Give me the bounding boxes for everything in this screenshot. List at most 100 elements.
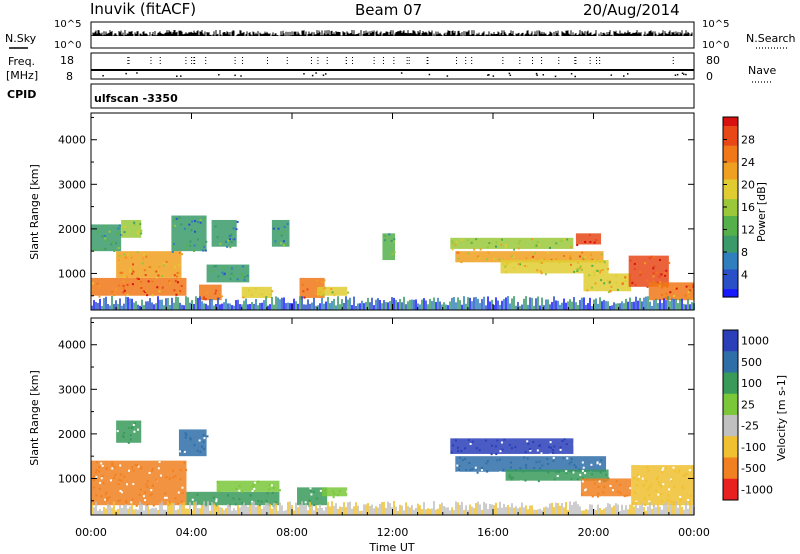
colorbar-segment xyxy=(723,119,738,124)
colorbar-segment xyxy=(723,274,738,278)
data-region xyxy=(500,260,610,276)
freq-dot xyxy=(676,73,679,76)
colorbar-segment xyxy=(723,209,738,214)
colorbar-tick-label: 20 xyxy=(741,179,755,192)
data-region xyxy=(91,460,188,507)
colorbar-segment xyxy=(723,207,738,211)
colorbar-segment xyxy=(723,223,738,228)
colorbar-segment xyxy=(723,153,738,157)
colorbar-tick-label: -500 xyxy=(741,462,766,475)
colorbar-segment xyxy=(723,195,738,200)
velocity-colorbar: 1000 500 100 25 -25 -100 -500 -1000 xyxy=(722,329,773,501)
noise-tick-top-right: 10^5 xyxy=(702,19,729,30)
data-region xyxy=(580,478,632,498)
colorbar-segment xyxy=(723,351,738,373)
colorbar-tick-label: 12 xyxy=(741,224,755,237)
freq-dot xyxy=(683,73,685,76)
colorbar-segment xyxy=(723,181,738,186)
colorbar-segment xyxy=(723,263,738,267)
colorbar-segment xyxy=(723,125,738,129)
freq-dot xyxy=(102,74,104,77)
data-region xyxy=(631,465,694,507)
time-tick-label: 08:00 xyxy=(276,526,308,539)
colorbar-segment xyxy=(723,178,738,183)
power-colorbar-label: Power [dB] xyxy=(755,182,768,242)
freq-dot xyxy=(303,73,305,75)
data-region xyxy=(271,219,290,247)
freq-dot xyxy=(492,75,495,77)
colorbar-segment xyxy=(723,218,738,222)
ytick-label: 2000 xyxy=(58,428,86,441)
colorbar-segment xyxy=(723,260,738,264)
power-panel: 1000 2000 3000 4000 Slant Range [km] 4 8 12 16… xyxy=(28,112,768,311)
ytick-label: 3000 xyxy=(58,178,86,191)
freq-dot xyxy=(542,74,545,76)
data-region xyxy=(116,251,184,280)
colorbar-segment xyxy=(723,254,738,259)
colorbar-segment xyxy=(723,167,738,172)
colorbar-segment xyxy=(723,266,738,270)
colorbar-segment xyxy=(723,215,738,219)
colorbar-segment xyxy=(723,291,738,295)
freq-dot xyxy=(623,75,625,77)
freq-dot xyxy=(570,72,573,75)
colorbar-segment xyxy=(723,187,738,191)
colorbar-segment xyxy=(723,478,738,501)
freq-trace xyxy=(91,57,694,78)
colorbar-segment xyxy=(723,282,738,287)
data-region xyxy=(583,273,632,294)
colorbar-tick-label: 24 xyxy=(741,156,755,169)
colorbar-tick-label: 16 xyxy=(741,201,755,214)
colorbar-segment xyxy=(723,162,738,166)
colorbar-segment xyxy=(723,133,738,138)
colorbar-segment xyxy=(723,142,738,146)
colorbar-segment xyxy=(723,268,738,273)
freq-dot xyxy=(400,72,403,74)
colorbar-segment xyxy=(723,128,738,132)
colorbar-segment xyxy=(723,252,738,256)
freq-dot xyxy=(240,75,242,77)
colorbar-segment xyxy=(723,237,738,242)
colorbar-segment xyxy=(723,226,738,231)
freq-dot xyxy=(681,72,684,75)
nave-tick-top: 80 xyxy=(706,54,720,67)
freq-dot xyxy=(487,74,489,76)
data-region xyxy=(628,255,671,289)
freq-dot xyxy=(315,72,317,74)
nsearch-label: N.Search xyxy=(746,32,796,45)
colorbar-segment xyxy=(723,145,738,149)
data-region xyxy=(455,456,607,474)
nave-tick-bottom: 0 xyxy=(706,70,713,83)
nsky-label: N.Sky xyxy=(5,32,37,45)
time-axis-title: Time UT xyxy=(368,541,414,554)
data-region xyxy=(206,264,250,283)
cpid-strip xyxy=(90,83,695,109)
noise-tick-bottom-right: 10^0 xyxy=(702,40,729,51)
data-region xyxy=(199,284,223,301)
colorbar-segment xyxy=(723,285,738,290)
colorbar-segment xyxy=(723,249,738,253)
freq-dot xyxy=(218,74,220,76)
ytick-label: 1000 xyxy=(58,267,86,280)
colorbar-segment xyxy=(723,176,738,180)
colorbar-segment xyxy=(723,288,738,292)
time-tick-label: 04:00 xyxy=(176,526,208,539)
colorbar-segment xyxy=(723,184,738,188)
colorbar-tick-label: 8 xyxy=(741,246,748,259)
data-region xyxy=(450,438,576,456)
data-region xyxy=(241,286,274,299)
colorbar-segment xyxy=(723,170,738,174)
colorbar-segment xyxy=(723,192,738,197)
colorbar-segment xyxy=(723,212,738,217)
station-title: Inuvik (fitACF) xyxy=(90,0,196,18)
colorbar-segment xyxy=(723,246,738,250)
data-region xyxy=(171,215,208,253)
colorbar-segment xyxy=(723,173,738,177)
colorbar-tick-label: 28 xyxy=(741,134,755,147)
freq-dot xyxy=(554,75,557,78)
colorbar-segment xyxy=(723,221,738,225)
time-tick-label: 00:00 xyxy=(75,526,107,539)
time-axis: 00:00 04:00 08:00 12:00 16:00 20:00 00:00 xyxy=(75,113,710,539)
noise-tick-top-left: 10^5 xyxy=(54,19,81,30)
